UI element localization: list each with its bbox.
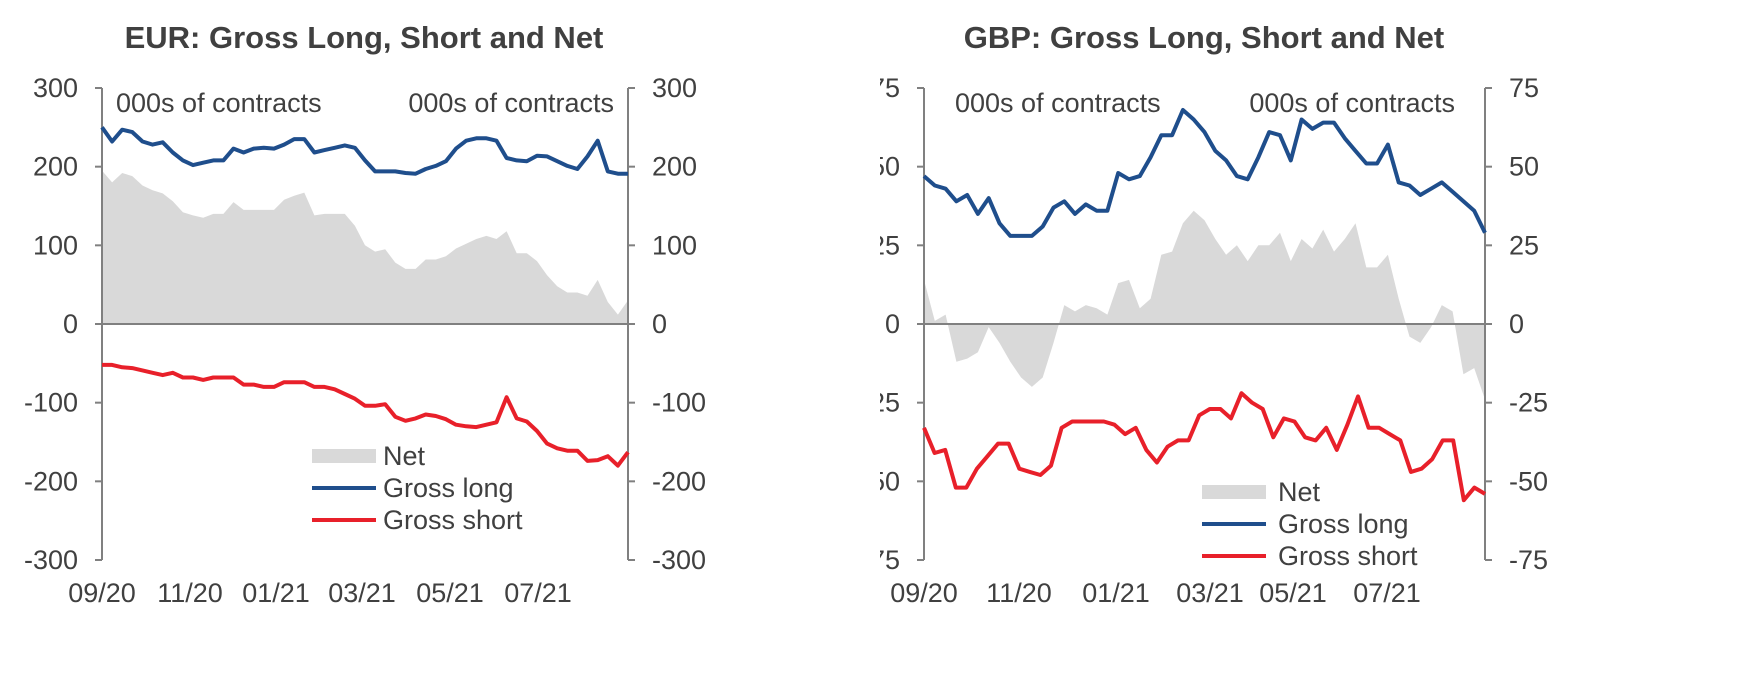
x-tick-label: 05/21 [416, 578, 484, 608]
right-y-tick-label: 50 [1509, 152, 1539, 182]
right-y-tick-label: 25 [1509, 230, 1539, 260]
gross-long-series-line [922, 108, 1487, 238]
left-y-tick-label: 0 [885, 309, 900, 339]
x-tick-label: 01/21 [242, 578, 310, 608]
right-y-tick-label: -25 [1509, 388, 1548, 418]
left-y-tick-label: 25 [880, 230, 900, 260]
right-y-tick-label: -75 [1509, 545, 1548, 575]
left-y-tick-label: -50 [880, 466, 900, 496]
x-tick-label: 07/21 [1353, 578, 1421, 608]
left-y-tick-label: -25 [880, 388, 900, 418]
eur-chart: EUR: Gross Long, Short and Net 300 300 200 2… [24, 20, 706, 608]
legend-label-net: Net [383, 441, 426, 471]
net-series-area [102, 170, 628, 324]
gbp-chart-panel: GBP: Gross Long, Short and Net 75 75 50 50 25… [861, 0, 1744, 689]
right-y-tick-label: 75 [1509, 73, 1539, 103]
left-y-tick-label: 300 [33, 73, 78, 103]
x-tick-label: 03/21 [1176, 578, 1244, 608]
right-y-tick-label: 0 [652, 309, 667, 339]
x-tick-label: 11/20 [986, 578, 1052, 608]
x-tick-label: 09/20 [890, 578, 958, 608]
x-tick-label: 11/20 [157, 578, 223, 608]
left-y-tick-label: -100 [24, 388, 78, 418]
x-tick-label: 03/21 [328, 578, 396, 608]
right-y-tick-label: 0 [1509, 309, 1524, 339]
gross-short-series-line [102, 362, 630, 468]
right-axis-unit-label: 000s of contracts [1249, 88, 1455, 118]
left-y-tick-label: 200 [33, 152, 78, 182]
x-tick-label: 05/21 [1259, 578, 1327, 608]
left-y-tick-label: 0 [63, 309, 78, 339]
gross-long-series-line [100, 126, 628, 176]
left-y-tick-label: -200 [24, 466, 78, 496]
x-tick-label: 07/21 [504, 578, 572, 608]
left-y-tick-label: 75 [880, 73, 900, 103]
net-series-area [924, 210, 1485, 400]
legend-label-gross-long: Gross long [383, 473, 514, 503]
right-y-tick-label: 100 [652, 230, 697, 260]
chart-title: EUR: Gross Long, Short and Net [125, 20, 604, 55]
x-tick-label: 01/21 [1082, 578, 1150, 608]
left-y-tick-label: -300 [24, 545, 78, 575]
right-y-tick-label: -100 [652, 388, 706, 418]
legend-label-gross-short: Gross short [1278, 541, 1418, 571]
left-y-tick-label: -75 [880, 545, 900, 575]
legend-label-gross-short: Gross short [383, 505, 523, 535]
legend-swatch-net [312, 449, 376, 463]
right-y-tick-label: -300 [652, 545, 706, 575]
legend-label-gross-long: Gross long [1278, 509, 1409, 539]
x-tick-label: 09/20 [68, 578, 136, 608]
right-y-tick-label: 300 [652, 73, 697, 103]
left-axis-unit-label: 000s of contracts [116, 88, 322, 118]
right-y-tick-label: -50 [1509, 466, 1548, 496]
gbp-chart: GBP: Gross Long, Short and Net 75 75 50 50 25… [861, 20, 1548, 608]
left-y-tick-label: 50 [880, 152, 900, 182]
legend-label-net: Net [1278, 477, 1321, 507]
eur-chart-panel: EUR: Gross Long, Short and Net 300 300 200 2… [24, 20, 706, 608]
right-axis-unit-label: 000s of contracts [408, 88, 614, 118]
gross-short-series-line [922, 391, 1487, 503]
right-y-tick-label: -200 [652, 466, 706, 496]
legend-swatch-net [1202, 485, 1266, 499]
left-axis-unit-label: 000s of contracts [955, 88, 1161, 118]
right-y-tick-label: 200 [652, 152, 697, 182]
chart-title: GBP: Gross Long, Short and Net [964, 20, 1445, 55]
left-y-tick-label: 100 [33, 230, 78, 260]
